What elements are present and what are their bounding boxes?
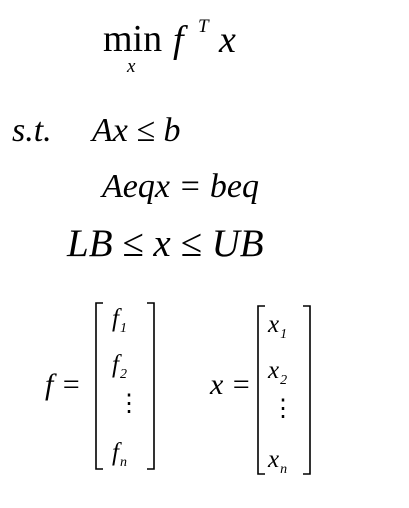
- vector-x-ellipsis: ⋮: [271, 396, 295, 422]
- vector-f-element: fn: [112, 439, 127, 470]
- vector-f-element: f1: [112, 305, 127, 336]
- bound-constraint: LB ≤ x ≤ UB: [67, 222, 264, 265]
- vector-f-brackets: [95, 302, 155, 470]
- vector-x-element: xn: [268, 446, 288, 477]
- equality-constraint: Aeqx = beq: [102, 168, 259, 205]
- objective-variable: x: [219, 19, 236, 61]
- min-operator: min: [103, 18, 163, 60]
- vector-x-element: x2: [268, 357, 288, 388]
- vector-x-element: x1: [268, 311, 288, 342]
- vector-f-ellipsis: ⋮: [117, 391, 141, 417]
- transpose-superscript: T: [198, 16, 209, 37]
- vector-x-label: x =: [210, 368, 252, 401]
- objective-function-symbol: f: [173, 19, 184, 61]
- vector-f-label: f =: [45, 368, 82, 401]
- subject-to-label: s.t.: [12, 112, 52, 149]
- inequality-constraint: Ax ≤ b: [92, 112, 181, 149]
- min-subscript: x: [127, 56, 136, 77]
- vector-f-element: f2: [112, 351, 127, 382]
- vector-x-brackets: [257, 305, 311, 475]
